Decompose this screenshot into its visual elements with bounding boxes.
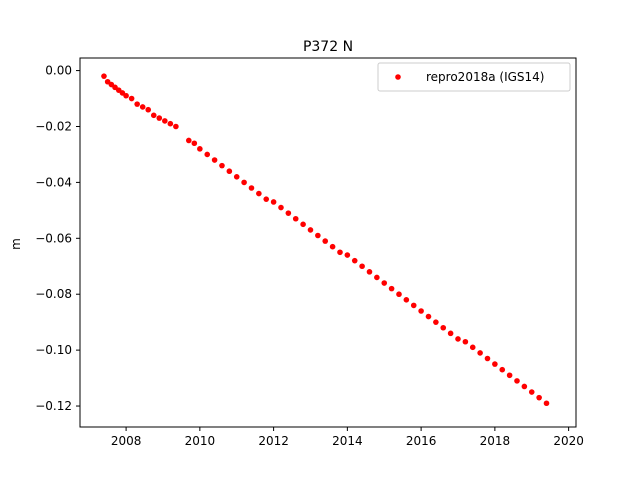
data-point [425, 313, 432, 320]
data-point [167, 120, 174, 127]
y-tick-label: 0.00 [45, 64, 72, 78]
data-point [433, 319, 439, 325]
data-point [226, 168, 233, 175]
data-point [499, 366, 506, 373]
data-point [492, 361, 498, 367]
data-point [462, 338, 469, 345]
data-point [191, 140, 198, 147]
x-tick-label: 2016 [406, 434, 437, 448]
data-point [484, 355, 491, 362]
data-point [351, 257, 358, 264]
x-tick-label: 2014 [332, 434, 363, 448]
data-point [315, 232, 321, 239]
data-point [521, 383, 528, 390]
data-point [403, 297, 410, 303]
data-point [241, 179, 247, 186]
data-point [128, 95, 135, 102]
data-point [307, 227, 314, 233]
data-point [366, 269, 373, 275]
x-tick-label: 2010 [185, 434, 216, 448]
data-point [418, 308, 424, 314]
data-point [469, 344, 476, 351]
data-point [139, 104, 146, 110]
data-point [263, 196, 270, 202]
x-tick-label: 2018 [480, 434, 511, 448]
y-tick-label: −0.06 [35, 231, 72, 245]
data-point [219, 162, 225, 169]
data-point [506, 372, 513, 379]
plot-frame [79, 57, 577, 428]
data-point [197, 146, 203, 152]
y-tick-label: −0.10 [35, 343, 72, 357]
data-point [101, 73, 107, 79]
data-point [359, 263, 365, 270]
data-point [248, 185, 255, 191]
data-point [292, 215, 299, 222]
data-point [536, 394, 542, 401]
y-tick-label: −0.12 [35, 399, 72, 413]
data-point [396, 291, 402, 298]
data-point [145, 106, 152, 113]
y-axis-label: m [9, 238, 23, 250]
y-tick-label: −0.02 [35, 119, 72, 133]
legend-box [377, 62, 571, 92]
data-point [204, 151, 211, 158]
data-point [322, 238, 329, 244]
data-point [270, 199, 277, 205]
data-point [233, 174, 240, 180]
data-point [477, 350, 483, 356]
data-point [278, 204, 284, 211]
legend: repro2018a (IGS14) [377, 62, 571, 92]
data-point [156, 115, 163, 121]
data-point [337, 249, 343, 256]
data-point [211, 157, 218, 163]
legend-marker [395, 74, 401, 80]
data-point [447, 330, 454, 337]
y-tick-label: −0.04 [35, 175, 72, 189]
x-tick-label: 2020 [553, 434, 584, 448]
y-tick-label: −0.08 [35, 287, 72, 301]
data-point [514, 378, 520, 384]
x-tick-label: 2008 [111, 434, 142, 448]
data-point [543, 400, 550, 407]
data-point [162, 118, 168, 124]
data-point [256, 190, 262, 197]
data-point [455, 336, 461, 342]
data-point [123, 92, 129, 99]
data-point [173, 123, 179, 130]
x-tick-label: 2012 [258, 434, 289, 448]
data-point [329, 243, 336, 250]
data-point [185, 137, 192, 144]
axes: 2008 2010 2012 2014 2016 2018 2020 0.00 −0.02 −0.… [35, 57, 584, 448]
data-point [285, 210, 292, 216]
data-point [440, 324, 447, 331]
chart-title: P372 N [303, 39, 353, 55]
data-point [150, 112, 157, 119]
legend-label: repro2018a (IGS14) [426, 70, 544, 84]
data-point [134, 101, 140, 107]
data-point [388, 285, 395, 292]
data-point [300, 221, 306, 228]
data-point [374, 274, 380, 281]
data-point [528, 389, 535, 395]
data-point [344, 252, 351, 258]
data-points [101, 73, 550, 407]
data-point [410, 302, 417, 309]
data-point [381, 280, 388, 286]
